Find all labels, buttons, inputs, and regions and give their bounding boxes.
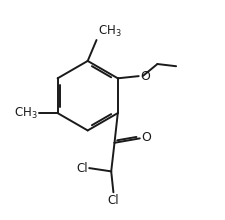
- Text: CH$_3$: CH$_3$: [14, 106, 38, 121]
- Text: O: O: [139, 70, 149, 83]
- Text: Cl: Cl: [76, 161, 87, 175]
- Text: CH$_3$: CH$_3$: [97, 24, 121, 39]
- Text: O: O: [141, 131, 151, 145]
- Text: Cl: Cl: [107, 194, 119, 207]
